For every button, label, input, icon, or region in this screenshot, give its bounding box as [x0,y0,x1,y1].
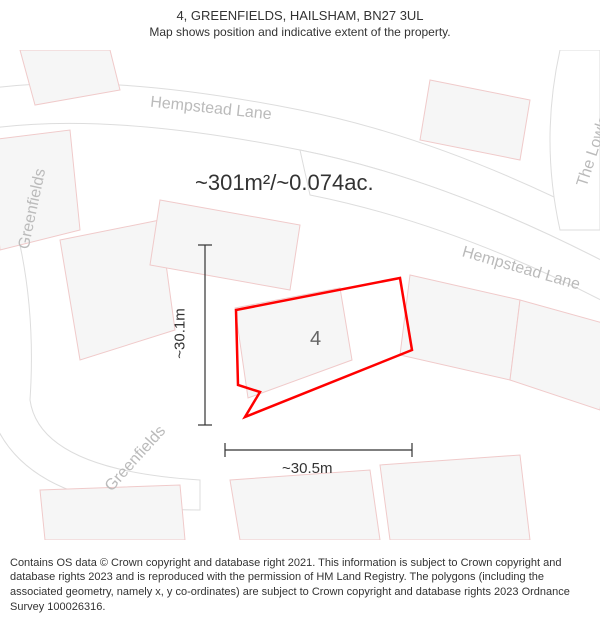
map-canvas: ~301m²/~0.074ac. ~30.1m ~30.5m 4 Hempste… [0,50,600,540]
footer-text: Contains OS data © Crown copyright and d… [10,557,570,614]
dim-width-label: ~30.5m [282,460,332,477]
dim-height-label: ~30.1m [172,308,189,358]
header: 4, GREENFIELDS, HAILSHAM, BN27 3UL Map s… [0,0,600,43]
page-title: 4, GREENFIELDS, HAILSHAM, BN27 3UL [10,8,590,23]
building [230,470,380,540]
page-subtitle: Map shows position and indicative extent… [10,25,590,39]
footer: Contains OS data © Crown copyright and d… [0,550,600,625]
plot-number: 4 [310,328,321,351]
building [380,455,530,540]
area-label: ~301m²/~0.074ac. [195,170,374,196]
